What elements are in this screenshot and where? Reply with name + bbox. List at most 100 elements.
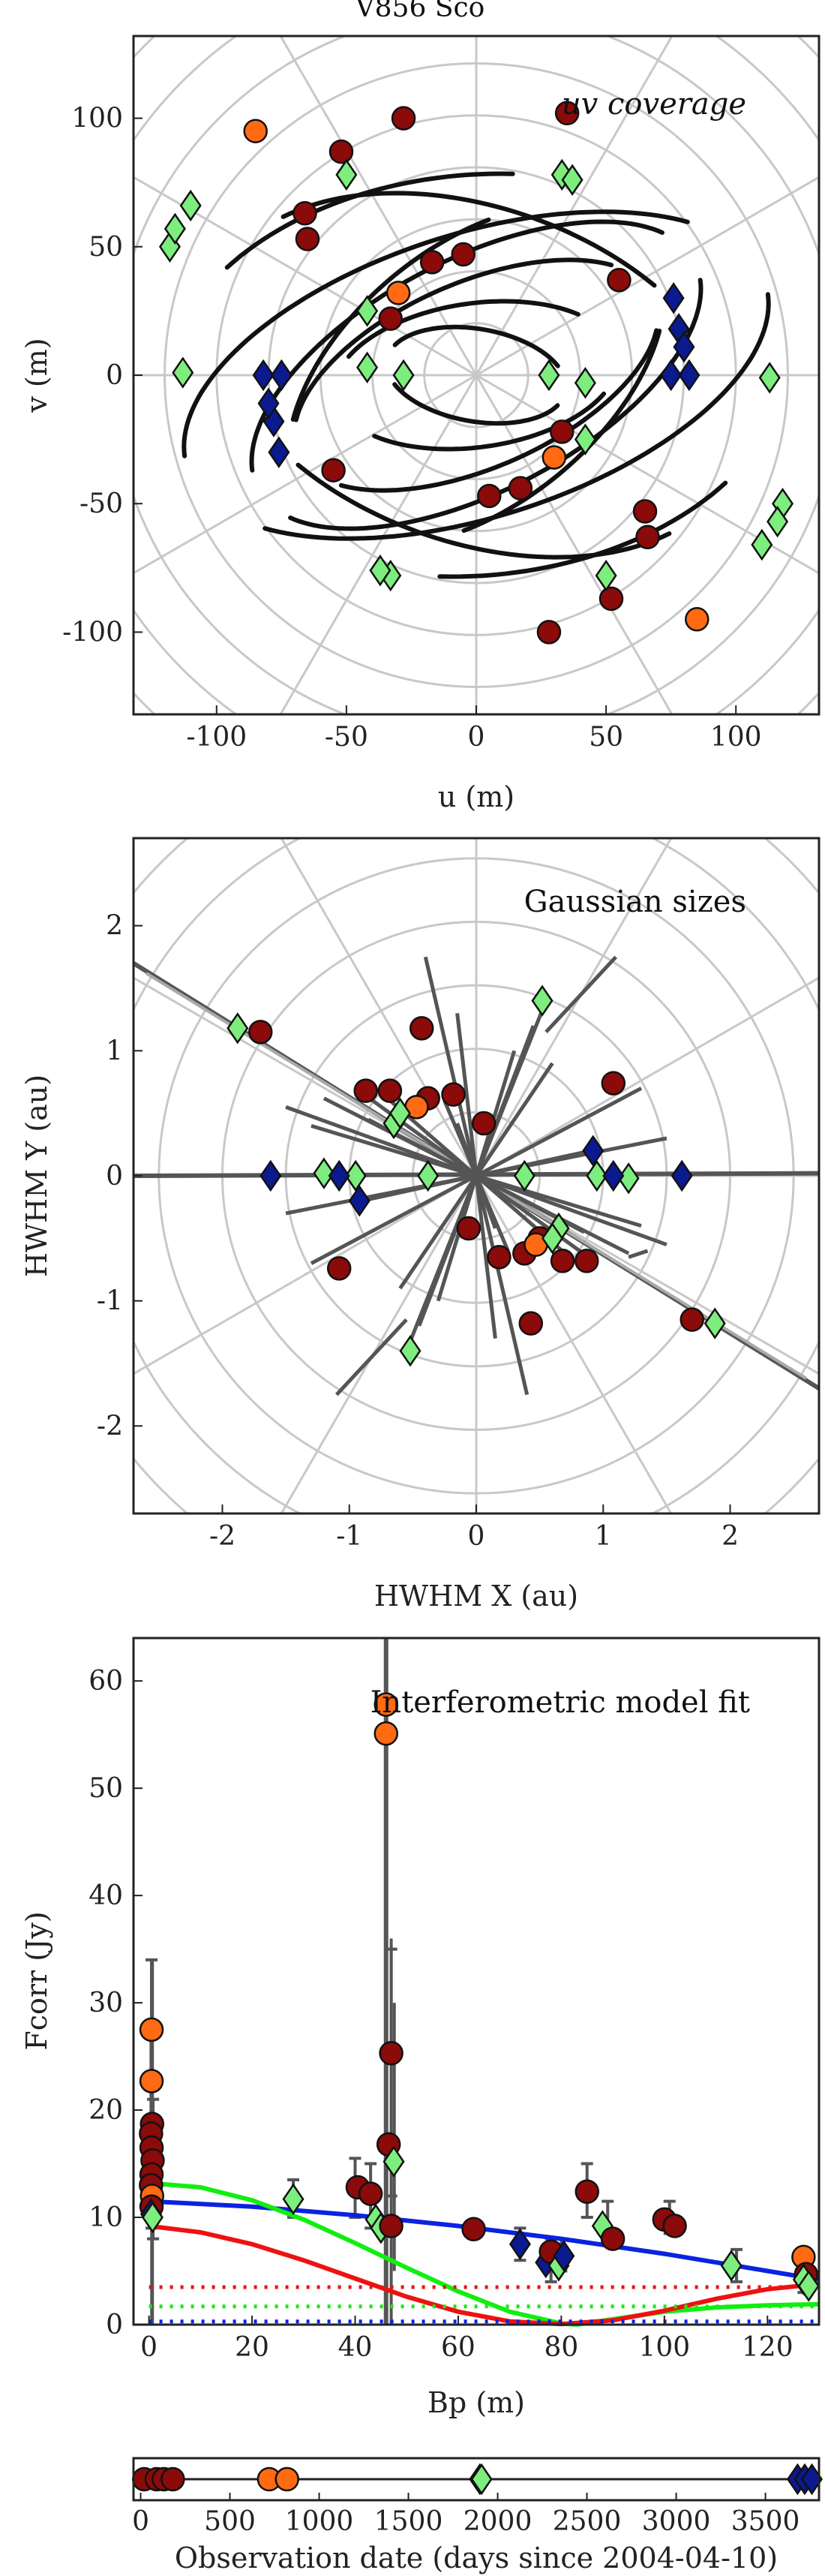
- model-fit-point: [282, 2183, 304, 2215]
- model-fit-point: [461, 2217, 486, 2242]
- uv-point: [550, 419, 574, 444]
- uv-grid-lines: [134, 36, 819, 714]
- date-point: [274, 2466, 299, 2492]
- uv-point: [164, 212, 186, 245]
- model-fit-point: [797, 2270, 820, 2302]
- gaussian-point: [441, 1082, 466, 1107]
- model-fit-point: [139, 2069, 164, 2094]
- uv-point: [635, 525, 660, 549]
- gaussian-point: [680, 1307, 704, 1332]
- uv-xtick-label: 50: [589, 722, 623, 753]
- date-x-ticks: 0 500 1000 1500 2000 2500 3000 3500: [132, 2493, 800, 2537]
- model-fit-curve: [148, 2199, 820, 2282]
- uv-point: [270, 359, 292, 392]
- model-fit-ytick-label: 30: [88, 1988, 123, 2018]
- date-xlabel: Observation date (days since 2004-04-10): [175, 2541, 778, 2574]
- uv-point: [561, 164, 584, 196]
- model-fit-x-ticks: 0 20 40 60 80 100 120: [140, 2316, 794, 2363]
- model-fit-points: [139, 1692, 820, 2302]
- model-fit-ytick-label: 10: [88, 2202, 123, 2233]
- uv-point: [598, 586, 624, 612]
- gaussian-point: [399, 1335, 422, 1367]
- uv-track: [296, 462, 672, 560]
- gaussian-orientation-line: [544, 955, 618, 1034]
- gaussian-point: [344, 1159, 367, 1192]
- uv-ytick-label: 0: [106, 360, 123, 391]
- uv-grid-spoke: [134, 176, 819, 575]
- model-fit-point: [379, 2214, 404, 2238]
- gaussian-point: [326, 1256, 352, 1281]
- model-fit-point: [374, 1721, 398, 1746]
- model-fit-curves: [148, 2181, 820, 2328]
- gaussian-point: [377, 1078, 403, 1103]
- uv-point: [419, 250, 445, 275]
- uv-point: [257, 387, 280, 419]
- model-fit-xtick-label: 100: [638, 2332, 690, 2363]
- model-fit-point: [139, 2017, 164, 2042]
- gaussian-y-ticks: -2 -1 0 1 2: [97, 911, 142, 1441]
- uv-point: [243, 119, 268, 143]
- gaussian-sizes-panel: Gaussian sizes -2 -1 0 1 2 -2 -1 0 1 2 HWHM X (a…: [20, 837, 820, 1613]
- model-fit-panel: Interferometric model fit 0 20 40 60 80 100 12…: [20, 1637, 820, 2419]
- model-fit-xtick-label: 80: [544, 2332, 578, 2363]
- model-fit-xtick-label: 0: [140, 2332, 158, 2363]
- uv-x-ticks: -100 -50 0 50 100: [186, 705, 762, 753]
- gaussian-point: [550, 1249, 575, 1273]
- uv-point: [685, 607, 710, 632]
- model-fit-ytick-label: 20: [88, 2095, 123, 2126]
- date-points: [132, 2463, 823, 2496]
- uv-track: [280, 191, 657, 288]
- gaussian-ylabel: HWHM Y (au): [20, 1075, 53, 1277]
- gaussian-point: [388, 1097, 411, 1129]
- figure-title: V856 Sco: [355, 0, 485, 23]
- uv-xtick-label: -100: [186, 722, 247, 753]
- uv-track: [392, 324, 560, 368]
- gaussian-point: [226, 1012, 249, 1045]
- model-fit-y-ticks: 0 10 20 30 40 50 60: [88, 1666, 142, 2340]
- uv-point: [391, 106, 416, 131]
- model-fit-curve: [148, 2223, 820, 2327]
- gaussian-point: [518, 1311, 544, 1336]
- uv-ylabel: v (m): [20, 338, 53, 413]
- model-fit-xtick-label: 40: [338, 2332, 373, 2363]
- uv-point: [378, 306, 403, 331]
- gaussian-point: [417, 1159, 440, 1192]
- model-fit-curve: [148, 2181, 820, 2328]
- uv-polar-grid: [134, 36, 819, 714]
- gaussian-xtick-label: 0: [468, 1521, 485, 1552]
- gaussian-point: [586, 1159, 608, 1192]
- gaussian-point: [353, 1078, 378, 1103]
- gaussian-xlabel: HWHM X (au): [374, 1580, 578, 1613]
- uv-point: [179, 189, 202, 222]
- model-fit-point: [358, 2181, 383, 2206]
- uv-point: [321, 458, 346, 482]
- gaussian-ytick-label: -2: [97, 1411, 123, 1441]
- model-fit-point: [600, 2226, 626, 2251]
- gaussian-xtick-label: -1: [336, 1521, 362, 1552]
- uv-point: [369, 555, 392, 587]
- model-fit-ytick-label: 50: [88, 1773, 123, 1804]
- uv-point: [328, 139, 354, 164]
- uv-point: [536, 620, 562, 645]
- model-fit-point: [720, 2250, 742, 2282]
- model-fit-xlabel: Bp (m): [428, 2386, 525, 2419]
- uv-track: [437, 480, 728, 579]
- model-fit-point: [574, 2179, 600, 2204]
- uv-track: [182, 209, 690, 458]
- gaussian-point: [601, 1071, 626, 1096]
- model-fit-point: [382, 2145, 405, 2178]
- uv-xtick-label: 100: [710, 722, 762, 753]
- uv-point: [758, 362, 781, 394]
- gaussian-point: [670, 1159, 693, 1192]
- gaussian-point: [704, 1307, 726, 1339]
- uv-track: [338, 328, 659, 493]
- date-xtick-label: 1000: [285, 2506, 354, 2537]
- uv-track: [392, 382, 560, 426]
- date-xtick-label: 0: [132, 2506, 149, 2537]
- uv-point: [574, 423, 596, 455]
- gaussian-orientation-line: [628, 1249, 649, 1259]
- gaussian-ytick-label: 0: [106, 1161, 123, 1192]
- gaussian-point: [456, 1216, 482, 1241]
- uv-xtick-label: -50: [325, 722, 368, 753]
- gaussian-point: [348, 1185, 370, 1217]
